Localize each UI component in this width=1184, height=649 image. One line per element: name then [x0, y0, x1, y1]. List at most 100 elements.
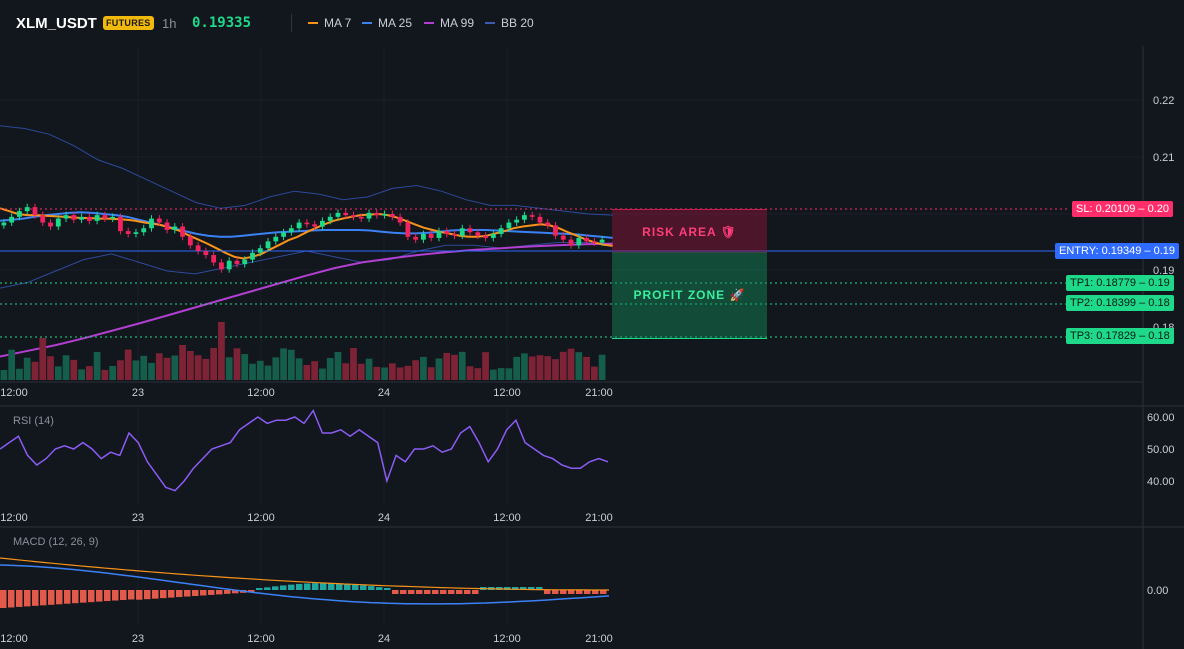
legend-ma25[interactable]: MA 25: [362, 16, 412, 30]
symbol-title[interactable]: XLM_USDT: [16, 15, 97, 32]
rsi-pane-label: RSI (14): [13, 415, 54, 427]
candle-body: [288, 228, 294, 233]
bb-lower-line: [0, 242, 614, 289]
volume-bar: [559, 351, 567, 380]
time-tick-label: 21:00: [585, 633, 613, 645]
volume-bar: [194, 355, 202, 380]
timeframe-label[interactable]: 1h: [162, 16, 177, 31]
legend-ma7[interactable]: MA 7: [308, 16, 351, 30]
candle-body: [32, 207, 38, 216]
volume-bar: [202, 358, 210, 380]
candle-body: [490, 233, 496, 238]
macd-bar: [384, 588, 391, 590]
candle-body: [219, 262, 224, 270]
macd-bar: [552, 590, 559, 594]
sl-tag: SL: 0.20109 – 0.20: [1072, 201, 1173, 217]
tp1-tag: TP1: 0.18779 – 0.19: [1066, 275, 1174, 291]
volume-bar: [47, 356, 54, 380]
candle-body: [211, 255, 217, 263]
candle-body: [86, 216, 92, 221]
macd-bar: [560, 590, 567, 594]
candle-body: [576, 237, 582, 246]
macd-bar: [296, 583, 303, 590]
ma7-swatch-icon: [308, 22, 318, 24]
sl-axis-value: 0.20: [1147, 203, 1169, 215]
tp3-tag: TP3: 0.17829 – 0.18: [1066, 328, 1174, 344]
macd-line: [0, 564, 610, 605]
header-divider: [291, 14, 292, 32]
bb20-swatch-icon: [485, 22, 495, 24]
candle-body: [475, 232, 481, 236]
macd-bar: [24, 590, 31, 607]
tp1-axis-value: 0.19: [1148, 277, 1170, 289]
time-tick-label: 24: [378, 387, 390, 399]
volume-bar: [124, 349, 132, 380]
time-tick-label: 12:00: [493, 387, 521, 399]
legend-ma99[interactable]: MA 99: [424, 16, 474, 30]
volume-bar: [598, 354, 606, 380]
macd-bar: [144, 590, 151, 600]
volume-bar: [412, 360, 420, 380]
macd-bar: [440, 590, 447, 594]
macd-bar: [216, 590, 223, 595]
time-tick-label: 12:00: [493, 633, 521, 645]
macd-bar: [568, 590, 575, 594]
volume-bar: [319, 368, 326, 380]
candle-body: [71, 215, 77, 220]
legend-ma99-label: MA 99: [440, 16, 475, 30]
volume-bar: [513, 356, 521, 380]
rsi-tick-label: 60.00: [1147, 412, 1175, 424]
candle-body: [24, 207, 30, 212]
macd-bar: [168, 590, 175, 598]
macd-bar: [464, 590, 471, 594]
volume-bar: [528, 356, 536, 380]
volume-bar: [132, 360, 140, 380]
candle-body: [537, 216, 543, 223]
macd-bar: [344, 583, 351, 590]
candle-body: [40, 215, 46, 223]
candle-body: [226, 260, 232, 270]
volume-bar: [420, 356, 427, 380]
ma25-line: [0, 211, 614, 239]
macd-bar: [536, 587, 543, 590]
volume-bar: [536, 355, 544, 380]
volume-bar: [171, 355, 179, 380]
macd-bar: [472, 590, 479, 594]
candles: [1, 203, 605, 273]
candle-body: [79, 216, 84, 220]
candle-body: [366, 212, 372, 219]
macd-bar: [64, 590, 71, 604]
volume-bar: [117, 360, 124, 380]
macd-bar: [592, 590, 599, 594]
volume-bar: [357, 363, 365, 380]
candle-body: [94, 215, 100, 221]
chart-header: XLM_USDT FUTURES 1h 0.19335 MA 7 MA 25 M…: [0, 0, 1184, 46]
time-tick-label: 12:00: [247, 633, 275, 645]
volume-bar: [287, 349, 295, 380]
macd-bar: [256, 588, 263, 590]
time-tick-label: 21:00: [585, 387, 613, 399]
volume-bar: [342, 363, 350, 380]
volume-bar: [0, 370, 8, 380]
time-tick-label: 24: [378, 633, 390, 645]
legend-ma25-label: MA 25: [378, 16, 413, 30]
candle-body: [529, 215, 535, 217]
candle-body: [421, 233, 426, 240]
volume-bar: [256, 360, 264, 380]
macd-bar: [512, 587, 519, 590]
rsi-tick-label: 40.00: [1147, 476, 1175, 488]
volume-bar: [334, 352, 342, 380]
macd-bar: [448, 590, 455, 594]
candle-body: [467, 228, 473, 233]
volume-bar: [109, 365, 117, 380]
time-tick-label: 24: [378, 512, 390, 524]
candle-body: [545, 222, 551, 226]
volume-bar: [497, 368, 505, 380]
macd-signal-line: [0, 557, 609, 591]
volume-bar: [163, 357, 171, 380]
candle-body: [234, 260, 240, 265]
volume-bar: [482, 352, 489, 380]
volume-bar: [8, 349, 16, 380]
legend-bb20[interactable]: BB 20: [485, 16, 534, 30]
